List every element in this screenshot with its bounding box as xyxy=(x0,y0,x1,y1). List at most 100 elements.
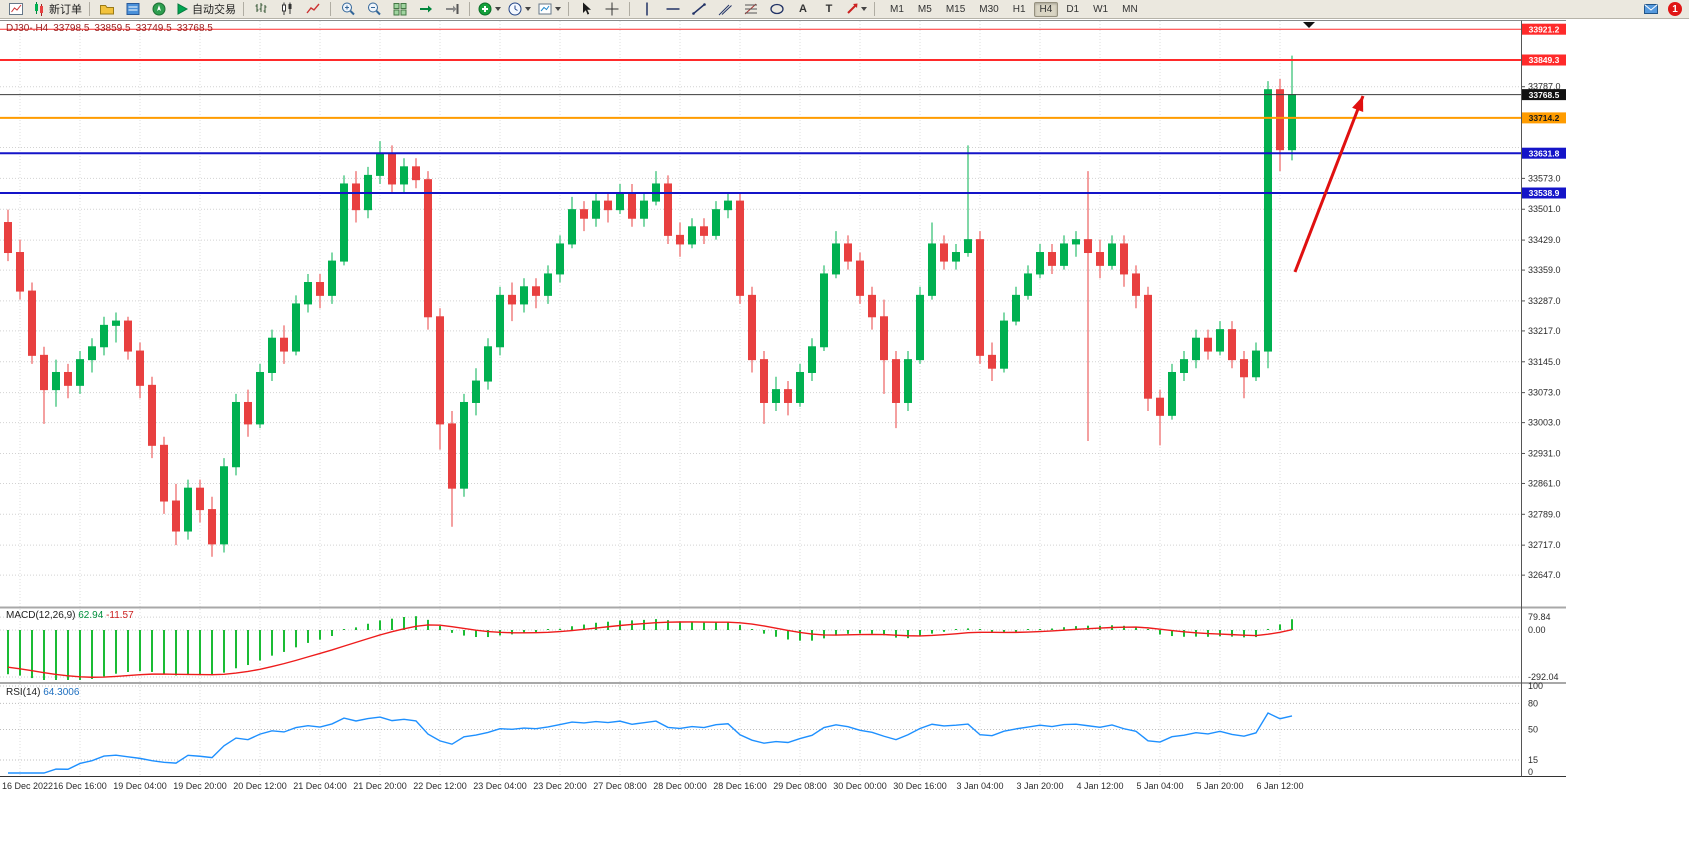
candle-body xyxy=(88,346,96,361)
text-label-tool-button[interactable]: T xyxy=(816,0,842,19)
notification-badge[interactable]: 1 xyxy=(1668,2,1682,16)
timeframe-m5[interactable]: M5 xyxy=(917,3,932,15)
candle-body xyxy=(1036,252,1044,275)
candle-body xyxy=(676,234,684,245)
arrows-tool-button[interactable] xyxy=(842,0,870,19)
candle-body xyxy=(436,316,444,425)
dropdown-caret-icon[interactable] xyxy=(861,7,867,11)
zoom-out-button[interactable] xyxy=(361,0,387,19)
timeframe-m1[interactable]: M1 xyxy=(890,3,904,15)
new-chart-button[interactable] xyxy=(3,0,29,19)
timeframe-m30[interactable]: M30 xyxy=(979,3,999,15)
dropdown-caret-icon[interactable] xyxy=(495,7,501,11)
chart-shift-button[interactable] xyxy=(439,0,465,19)
navigator-button[interactable] xyxy=(146,0,172,19)
candle-body xyxy=(712,209,720,236)
templates-button[interactable] xyxy=(534,0,564,19)
candle-body xyxy=(784,389,792,403)
candle-body xyxy=(1288,94,1296,151)
trendline-tool-button[interactable] xyxy=(686,0,712,19)
time-axis-label: 5 Jan 20:00 xyxy=(1196,781,1243,791)
candle-body xyxy=(964,239,972,254)
timeframe-h1[interactable]: H1 xyxy=(1012,3,1026,15)
price-tick-label: 33573.0 xyxy=(1528,173,1561,183)
auto-scroll-button[interactable] xyxy=(413,0,439,19)
fibonacci-tool-button[interactable] xyxy=(738,0,764,19)
market-watch-button[interactable] xyxy=(120,0,146,19)
chart-shift-marker[interactable] xyxy=(1303,22,1315,28)
candle-body xyxy=(448,423,456,489)
candle-body xyxy=(28,290,36,356)
price-tick-label: 33003.0 xyxy=(1528,418,1561,428)
dropdown-caret-icon[interactable] xyxy=(525,7,531,11)
candle-body xyxy=(256,371,264,425)
candle-body xyxy=(616,192,624,211)
toolbar-separator xyxy=(330,2,331,16)
channel-tool-button[interactable] xyxy=(712,0,738,19)
timeframe-m15[interactable]: M15 xyxy=(945,3,966,15)
candle-body xyxy=(796,371,804,403)
blue-level-line-2-price-text: 33538.9 xyxy=(1529,188,1560,198)
trend-arrow-annotation[interactable] xyxy=(1293,95,1365,273)
candle-body xyxy=(160,444,168,502)
candle-body xyxy=(4,222,12,254)
shapes-tool-button[interactable] xyxy=(764,0,790,19)
macd-axis-label: 0.00 xyxy=(1528,625,1546,635)
profiles-button[interactable] xyxy=(94,0,120,19)
timeframe-h4[interactable]: H4 xyxy=(1033,1,1059,17)
timeframe-w1[interactable]: W1 xyxy=(1093,3,1109,15)
vertical-line-tool-button[interactable] xyxy=(634,0,660,19)
arrow-tool-icon xyxy=(847,3,858,14)
zoom-in-button[interactable] xyxy=(335,0,361,19)
candle-body xyxy=(112,320,120,326)
periods-button[interactable] xyxy=(504,0,534,19)
timeframe-mn[interactable]: MN xyxy=(1122,3,1138,15)
candlestick-chart-button[interactable] xyxy=(274,0,300,19)
tile-windows-button[interactable] xyxy=(387,0,413,19)
corner-close: 33768.5 xyxy=(176,23,213,34)
resistance-line-1-price-text: 33921.2 xyxy=(1529,24,1560,34)
toolbar-right-group: 1 xyxy=(1638,0,1686,19)
time-axis-label: 4 Jan 12:00 xyxy=(1076,781,1123,791)
time-axis-label: 16 Dec 16:00 xyxy=(53,781,107,791)
candle-body xyxy=(136,350,144,386)
candle-body xyxy=(496,294,504,348)
candle-body xyxy=(64,371,72,386)
horizontal-line-tool-button[interactable] xyxy=(660,0,686,19)
candle-body xyxy=(484,346,492,382)
navigator-icon xyxy=(152,2,166,16)
price-tick-label: 32861.0 xyxy=(1528,478,1561,488)
macd-value: 62.94 xyxy=(78,610,104,621)
candle-body xyxy=(1120,243,1128,275)
rsi-axis-label: 80 xyxy=(1528,698,1538,708)
macd-indicator-label: MACD(12,26,9) 62.94 -11.57 xyxy=(6,610,134,621)
text-tool-button[interactable]: A xyxy=(790,0,816,19)
price-tick-label: 33501.0 xyxy=(1528,204,1561,214)
timeframe-d1[interactable]: D1 xyxy=(1066,3,1080,15)
crosshair-button[interactable] xyxy=(599,0,625,19)
tile-windows-icon xyxy=(393,3,407,16)
indicators-button[interactable] xyxy=(474,0,504,19)
price-tick-label: 32717.0 xyxy=(1528,540,1561,550)
time-axis-label: 21 Dec 20:00 xyxy=(353,781,407,791)
market-watch-icon xyxy=(126,3,140,15)
price-tick-label: 33073.0 xyxy=(1528,388,1561,398)
autotrading-button[interactable]: 自动交易 xyxy=(172,0,239,19)
new-order-button[interactable]: 新订单 xyxy=(29,0,85,19)
news-button[interactable] xyxy=(1638,0,1664,19)
dropdown-caret-icon[interactable] xyxy=(555,7,561,11)
toolbar-separator xyxy=(629,2,630,16)
bar-chart-button[interactable] xyxy=(248,0,274,19)
candle-body xyxy=(568,209,576,245)
candle-body xyxy=(988,354,996,369)
cursor-button[interactable] xyxy=(573,0,599,19)
candle-body xyxy=(628,192,636,219)
line-chart-button[interactable] xyxy=(300,0,326,19)
candle-body xyxy=(100,324,108,348)
candle-body xyxy=(424,179,432,318)
profiles-folder-icon xyxy=(100,5,114,15)
candle-body xyxy=(640,200,648,219)
candle-body xyxy=(196,487,204,511)
candle-body xyxy=(868,294,876,318)
